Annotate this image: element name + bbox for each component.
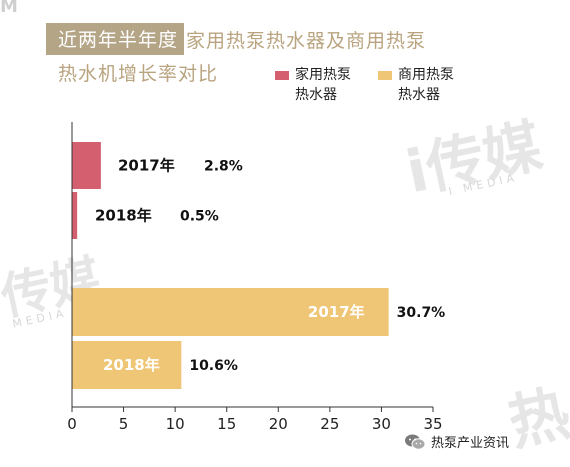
wechat-icon: [405, 434, 426, 450]
bar-commercial-2017: [72, 288, 389, 336]
x-tick-label: 35: [423, 415, 442, 433]
bar-year-label: 2018年: [95, 207, 152, 225]
legend-swatch-household: [275, 71, 289, 80]
bar-year-label: 2017年: [308, 303, 365, 321]
bar-value-label: 10.6%: [189, 358, 238, 374]
legend-item-commercial: 商用热泵热水器: [378, 65, 460, 105]
title-line2: 热水机增长率对比: [58, 63, 219, 85]
x-tick-label: 5: [119, 415, 129, 433]
bar-household-2018: [72, 192, 78, 239]
legend-label-household: 家用热泵热水器: [295, 67, 351, 103]
x-tick-label: 20: [269, 415, 288, 433]
x-tick-label: 25: [320, 415, 339, 433]
bar-value-label: 0.5%: [180, 209, 219, 225]
title-highlight: 近两年半年度: [46, 23, 185, 55]
title-rest: 家用热泵热水器及商用热泵: [186, 29, 427, 52]
bar-year-label: 2018年: [103, 356, 160, 374]
bar-value-label: 30.7%: [397, 305, 446, 321]
x-tick-label: 0: [67, 415, 77, 433]
bar-household-2017: [72, 142, 101, 189]
legend-item-household: 家用热泵热水器: [275, 65, 357, 105]
x-tick-label: 30: [372, 415, 391, 433]
footer-account-name: 热泵产业资讯: [431, 436, 510, 451]
legend-label-commercial: 商用热泵热水器: [398, 67, 454, 103]
x-tick-label: 10: [166, 415, 185, 433]
footer-account: 热泵产业资讯: [404, 432, 509, 451]
x-tick-label: 15: [217, 415, 236, 433]
bar-value-label: 2.8%: [204, 159, 243, 175]
bar-commercial-2018: [72, 341, 182, 389]
chart-title: 近两年半年度 家用热泵热水器及商用热泵 热水机增长率对比: [46, 23, 566, 86]
bar-year-label: 2017年: [118, 157, 175, 175]
legend-swatch-commercial: [378, 71, 392, 80]
